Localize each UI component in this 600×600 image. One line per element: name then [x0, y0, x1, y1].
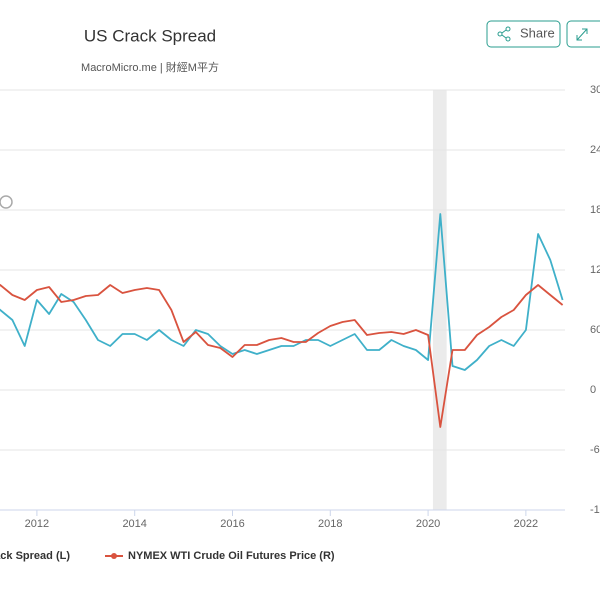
series-line — [0, 284, 564, 428]
y2-tick-label: 240 — [590, 144, 600, 156]
y2-tick-label: -120 — [590, 504, 600, 516]
y2-tick-label: -60 — [590, 444, 600, 456]
chart-title: US Crack Spread — [84, 26, 216, 45]
share-icon — [497, 26, 511, 42]
fullscreen-icon — [576, 28, 588, 41]
series-line — [0, 213, 564, 371]
fullscreen-button[interactable] — [566, 20, 600, 48]
x-tick-label: 2018 — [318, 518, 342, 530]
x-tick-label: 2022 — [514, 518, 538, 530]
chart-subtitle: MacroMicro.me | 財經M平方 — [81, 60, 219, 74]
shaded-band — [432, 90, 447, 510]
legend-label: NYMEX WTI Crude Oil Futures Price (R) — [128, 550, 335, 562]
share-button[interactable]: Share — [486, 20, 561, 48]
y2-tick-label: 300 — [590, 84, 600, 96]
zoom-handle[interactable] — [0, 195, 13, 209]
x-tick-label: 2016 — [220, 518, 244, 530]
x-tick-label: 2020 — [416, 518, 440, 530]
x-tick-label: 2014 — [122, 518, 146, 530]
y2-tick-label: 0 — [590, 384, 596, 396]
y2-tick-label: 120 — [590, 264, 600, 276]
x-tick-label: 2012 — [25, 518, 49, 530]
legend-marker — [111, 553, 117, 559]
fullscreen-frame[interactable] — [566, 20, 600, 48]
legend-label: US Crack Spread (L) — [0, 550, 70, 562]
plot-area: -120 -60 0 60 120 180 240 300 2012 2014 2016 2018 20… — [0, 84, 600, 530]
share-label[interactable]: Share — [520, 25, 555, 40]
y2-tick-label: 60 — [590, 324, 600, 336]
share-button-frame[interactable] — [486, 20, 561, 48]
y2-tick-label: 180 — [590, 204, 600, 216]
